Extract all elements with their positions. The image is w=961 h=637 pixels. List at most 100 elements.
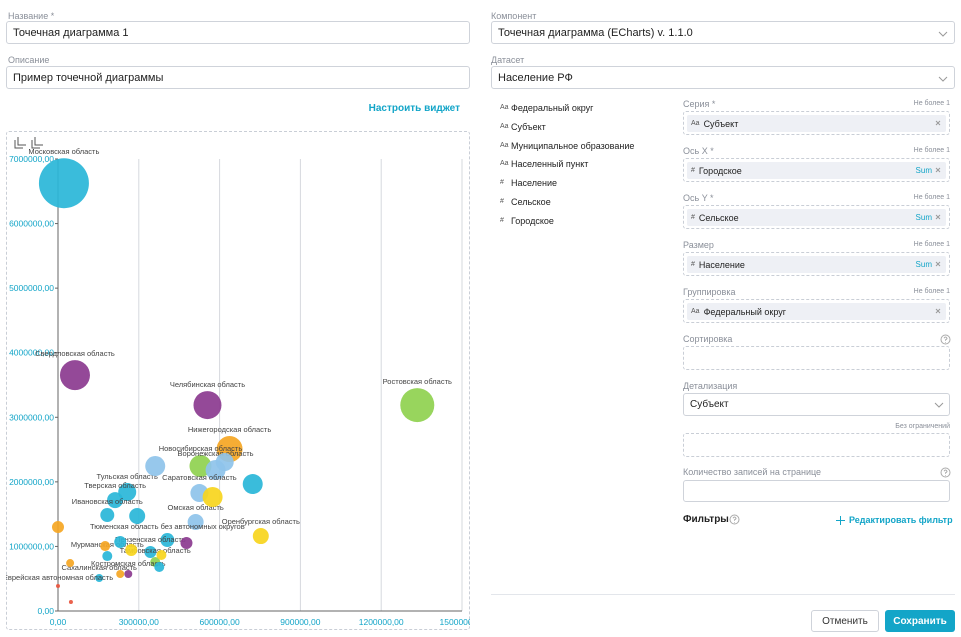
y-tick-label: 5000000,00 [9, 283, 54, 293]
bubble [114, 536, 127, 549]
hint: Не более 1 [913, 100, 950, 107]
aggregation[interactable]: Sum [915, 213, 932, 222]
aggregation[interactable]: Sum [915, 166, 932, 175]
bubble [215, 453, 234, 472]
field-icon: # [500, 216, 504, 224]
bubble [59, 360, 90, 391]
y-tick-label: 4000000,00 [9, 348, 54, 358]
bubble [95, 574, 104, 583]
point-label: Ростовская область [383, 377, 452, 386]
chip-icon: Aa [691, 308, 700, 315]
bubble [100, 541, 111, 552]
field-label: Размер [683, 240, 714, 250]
hint: Не более 1 [913, 241, 950, 248]
drop-zone[interactable]: # Население Sum [683, 252, 950, 276]
bubble [129, 508, 146, 525]
field-chip[interactable]: Aa Федеральный округ [687, 303, 946, 320]
drop-zone[interactable]: # Городское Sum [683, 158, 950, 182]
field-name[interactable]: Федеральный округ [511, 103, 594, 113]
help-icon[interactable] [940, 334, 951, 345]
field-chip[interactable]: # Городское Sum [687, 162, 946, 179]
bubble [145, 456, 166, 477]
point-label: Нижегородская область [188, 425, 271, 434]
configure-link[interactable]: Настроить виджет [368, 103, 460, 114]
point-label: Московская область [28, 147, 99, 156]
bubble [400, 388, 435, 423]
field-icon: # [500, 198, 504, 205]
chip-name: Сельское [698, 212, 739, 223]
zoom-reset-icon[interactable] [31, 137, 43, 149]
chip-name: Население [698, 259, 745, 270]
drop-zone[interactable]: Aa Федеральный округ [683, 299, 950, 323]
bubble [66, 559, 75, 568]
save-button[interactable]: Сохранить [885, 610, 955, 632]
remove-icon[interactable] [933, 259, 944, 270]
bubble [180, 537, 193, 550]
divider [491, 594, 955, 595]
remove-icon[interactable] [933, 118, 944, 129]
field-label: Сортировка [683, 334, 733, 344]
field-label: Описание [8, 55, 50, 65]
drop-zone[interactable] [683, 433, 950, 457]
field-chip[interactable]: Aa Субъект [687, 115, 946, 132]
field-name[interactable]: Население [511, 178, 557, 189]
text-input[interactable]: Пример точечной диаграммы [6, 66, 470, 89]
point-label: Пензенская область [115, 535, 186, 544]
chip-icon: Aa [691, 120, 700, 127]
zoom-icon[interactable] [14, 137, 26, 149]
select[interactable]: Население РФ [491, 66, 955, 89]
field-label: Группировка [683, 287, 736, 297]
field-label: Ось X * [683, 146, 714, 156]
help-icon[interactable] [940, 467, 951, 478]
x-tick-label: 0,00 [50, 617, 67, 627]
help-icon[interactable] [729, 514, 740, 525]
point-label: Ивановская область [72, 497, 143, 506]
point-label: Тульская область [97, 472, 158, 481]
field-label: Детализация [683, 381, 738, 391]
bubble [38, 158, 89, 209]
drop-zone[interactable] [683, 346, 950, 370]
field-name[interactable]: Сельское [511, 197, 551, 207]
x-tick-label: 600000,00 [200, 617, 240, 627]
chip-icon: # [691, 261, 695, 268]
field-chip[interactable]: # Сельское Sum [687, 209, 946, 226]
remove-icon[interactable] [933, 165, 944, 176]
text-input[interactable]: Точечная диаграмма 1 [6, 21, 470, 44]
chevron-icon [938, 31, 948, 82]
chevrons [938, 31, 948, 82]
field-label: Серия * [683, 99, 716, 109]
drop-zone[interactable]: Aa Субъект [683, 111, 950, 135]
cancel-button[interactable]: Отменить [811, 610, 879, 632]
bubble [202, 487, 223, 508]
field-name[interactable]: Городское [511, 215, 554, 226]
plus-icon [836, 516, 845, 525]
remove-icon[interactable] [933, 306, 944, 317]
remove-icon[interactable] [933, 212, 944, 223]
x-tick-label: 1200000,00 [359, 617, 404, 627]
point-label: Еврейская автономная область [6, 573, 113, 582]
filters-label: Фильтры [683, 514, 729, 525]
point-label: Новосибирская область [159, 444, 243, 453]
bubble [144, 546, 157, 559]
bubble [242, 474, 263, 495]
field-chip[interactable]: # Население Sum [687, 256, 946, 273]
point-label: Челябинская область [170, 380, 245, 389]
select[interactable]: Субъект [683, 393, 950, 416]
drop-zone[interactable]: # Сельское Sum [683, 205, 950, 229]
chip-name: Субъект [703, 118, 739, 129]
chip-icon: # [691, 214, 695, 221]
chevron-icon [934, 402, 944, 408]
text-input[interactable] [683, 480, 950, 502]
aggregation[interactable]: Sum [915, 260, 932, 269]
edit-filter-link[interactable]: Редактировать фильтр [849, 515, 953, 525]
field-name[interactable]: Муниципальное образование [511, 140, 635, 151]
field-icon: Aa [500, 141, 509, 149]
select[interactable]: Точечная диаграмма (ECharts) v. 1.1.0 [491, 21, 955, 44]
bubble [193, 391, 222, 420]
field-name[interactable]: Населенный пункт [511, 159, 589, 170]
field-icon: Aa [500, 122, 509, 130]
hint: Без ограничений [895, 423, 950, 430]
point-label: Омская область [167, 503, 223, 512]
x-tick-label: 300000,00 [119, 617, 159, 627]
field-name[interactable]: Субъект [511, 121, 546, 132]
